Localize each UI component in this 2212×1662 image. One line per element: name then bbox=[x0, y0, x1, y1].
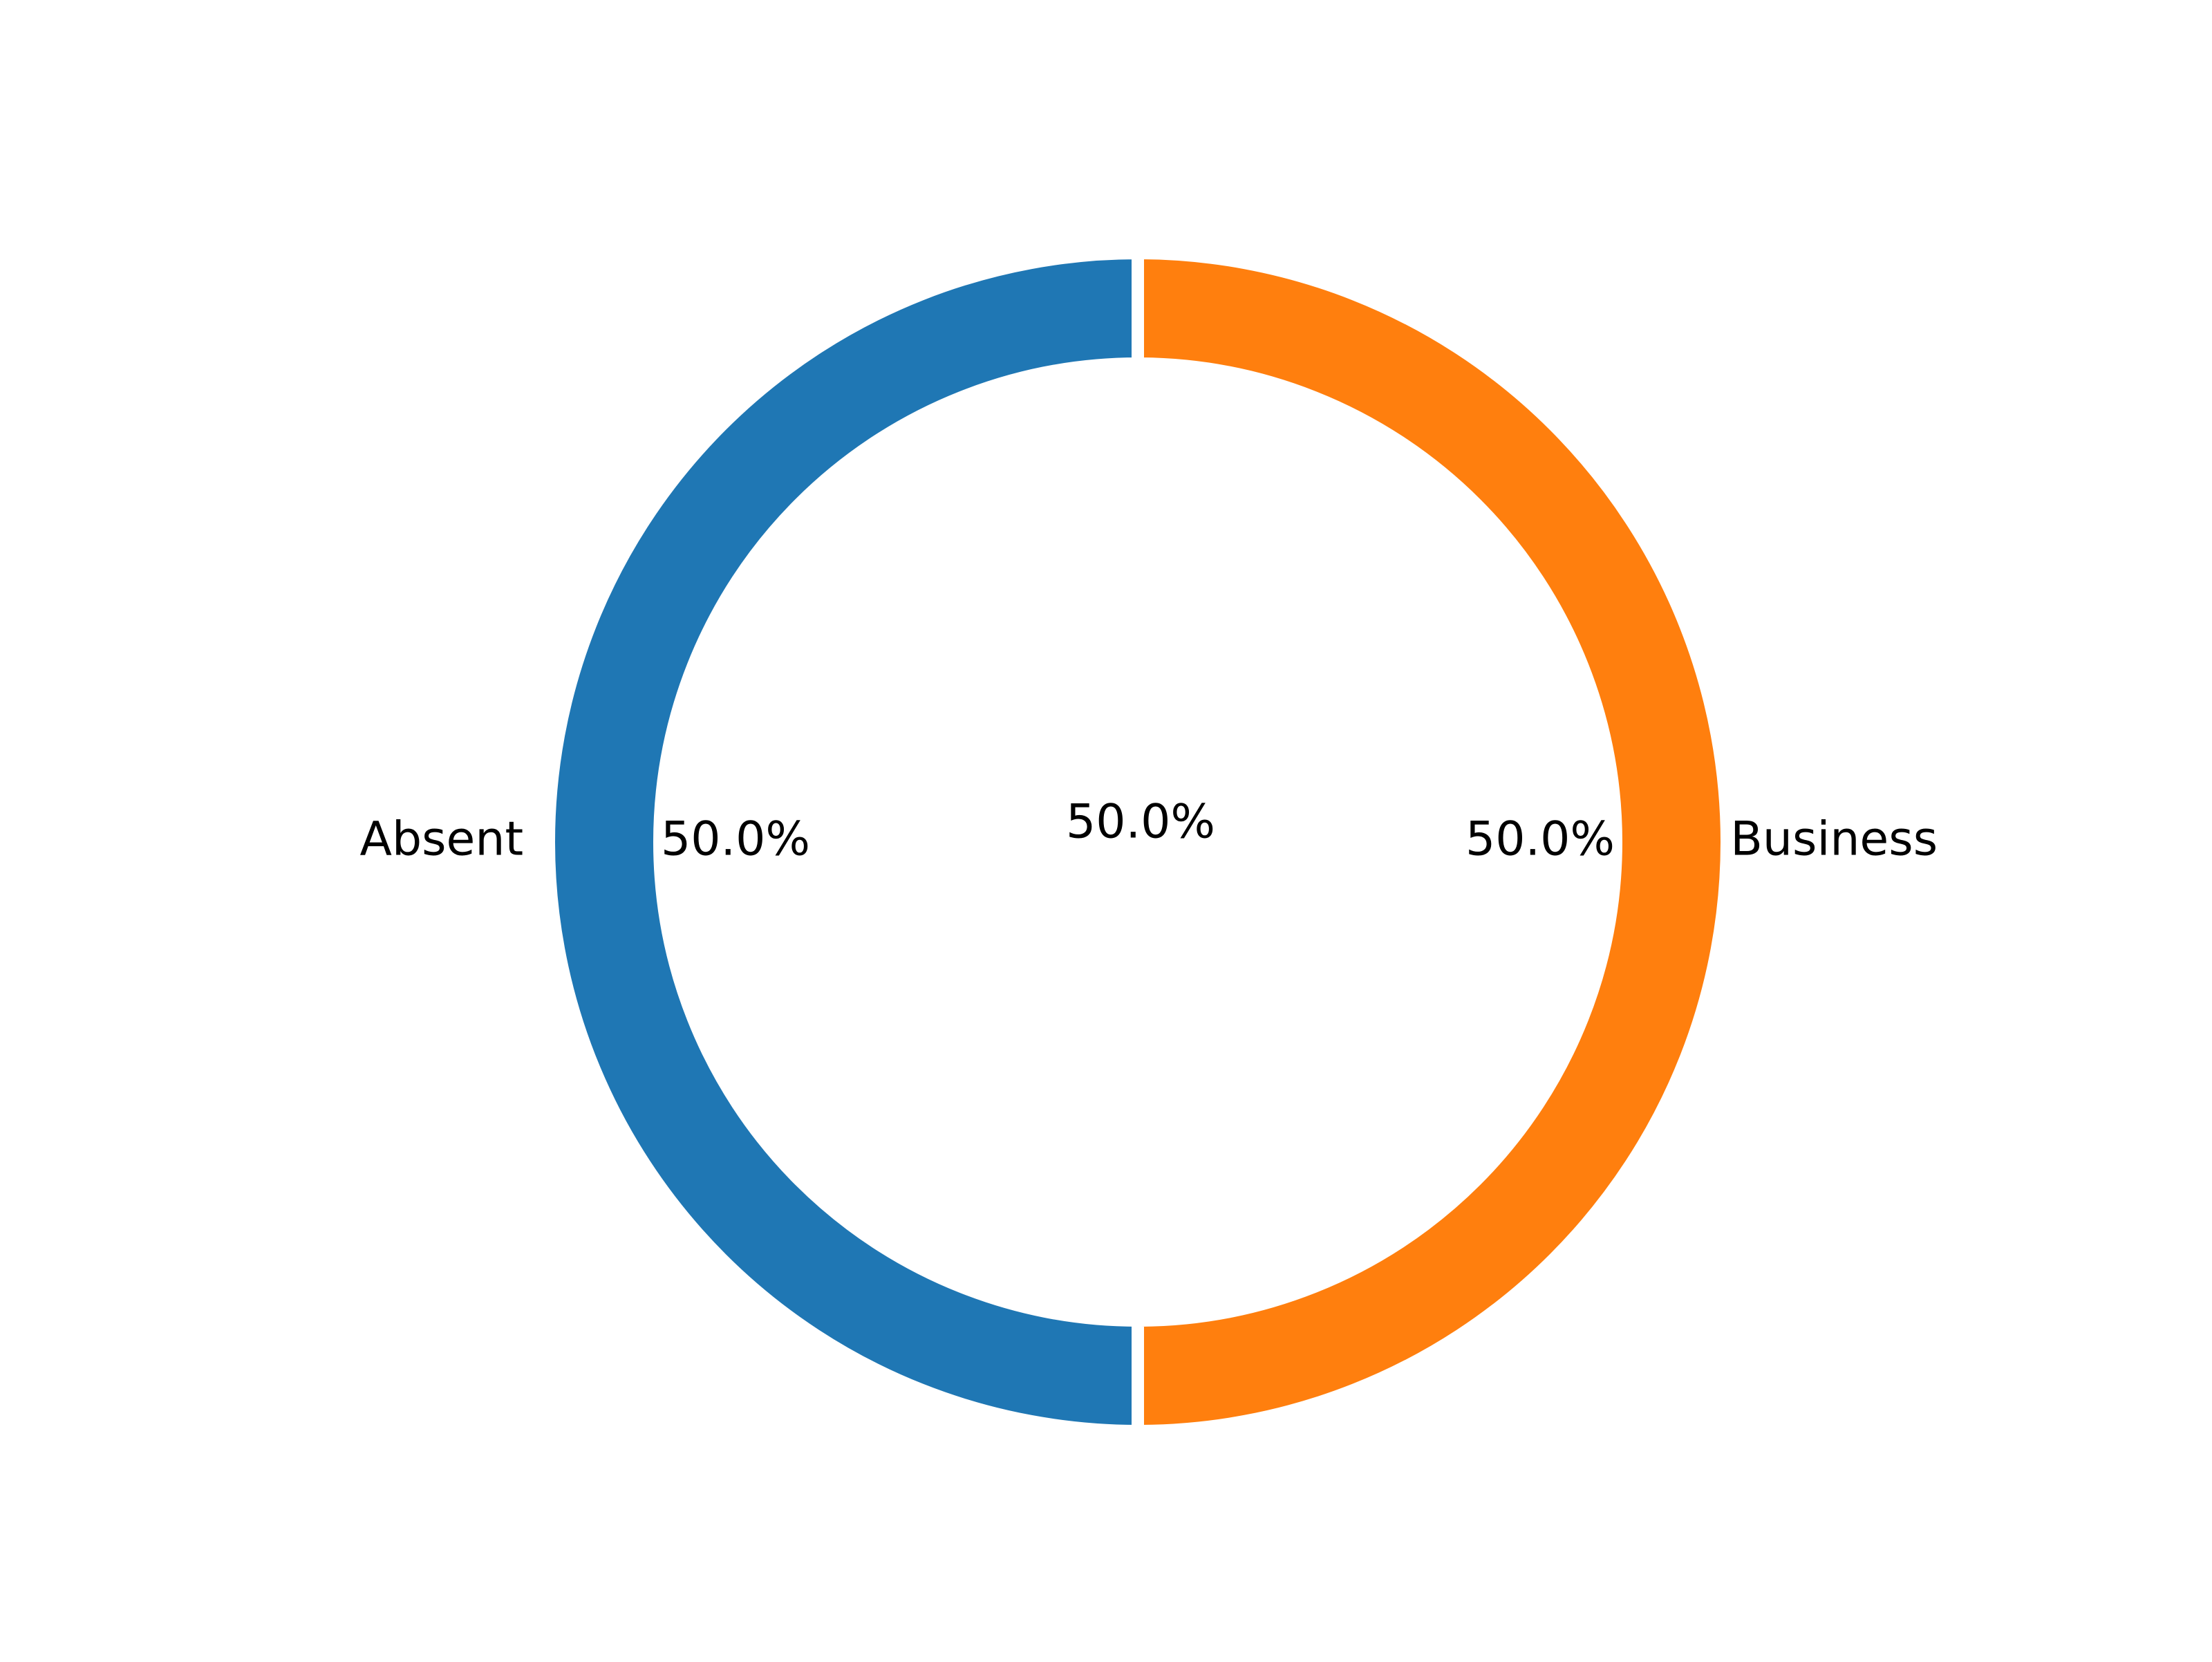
slices-layer bbox=[543, 246, 1733, 1438]
slice-label-absent: Absent bbox=[359, 812, 523, 867]
slice-label-business: Business bbox=[1730, 812, 1938, 867]
donut-slice-absent bbox=[543, 246, 1144, 1438]
labels-layer: Absent 50.0% Business 50.0% bbox=[359, 812, 1938, 867]
slice-pct-label-absent: 50.0% bbox=[661, 812, 810, 867]
slice-pct-label-business: 50.0% bbox=[1465, 812, 1615, 867]
center-percentage-label: 50.0% bbox=[1066, 795, 1215, 850]
donut-slice-business bbox=[1132, 246, 1733, 1438]
